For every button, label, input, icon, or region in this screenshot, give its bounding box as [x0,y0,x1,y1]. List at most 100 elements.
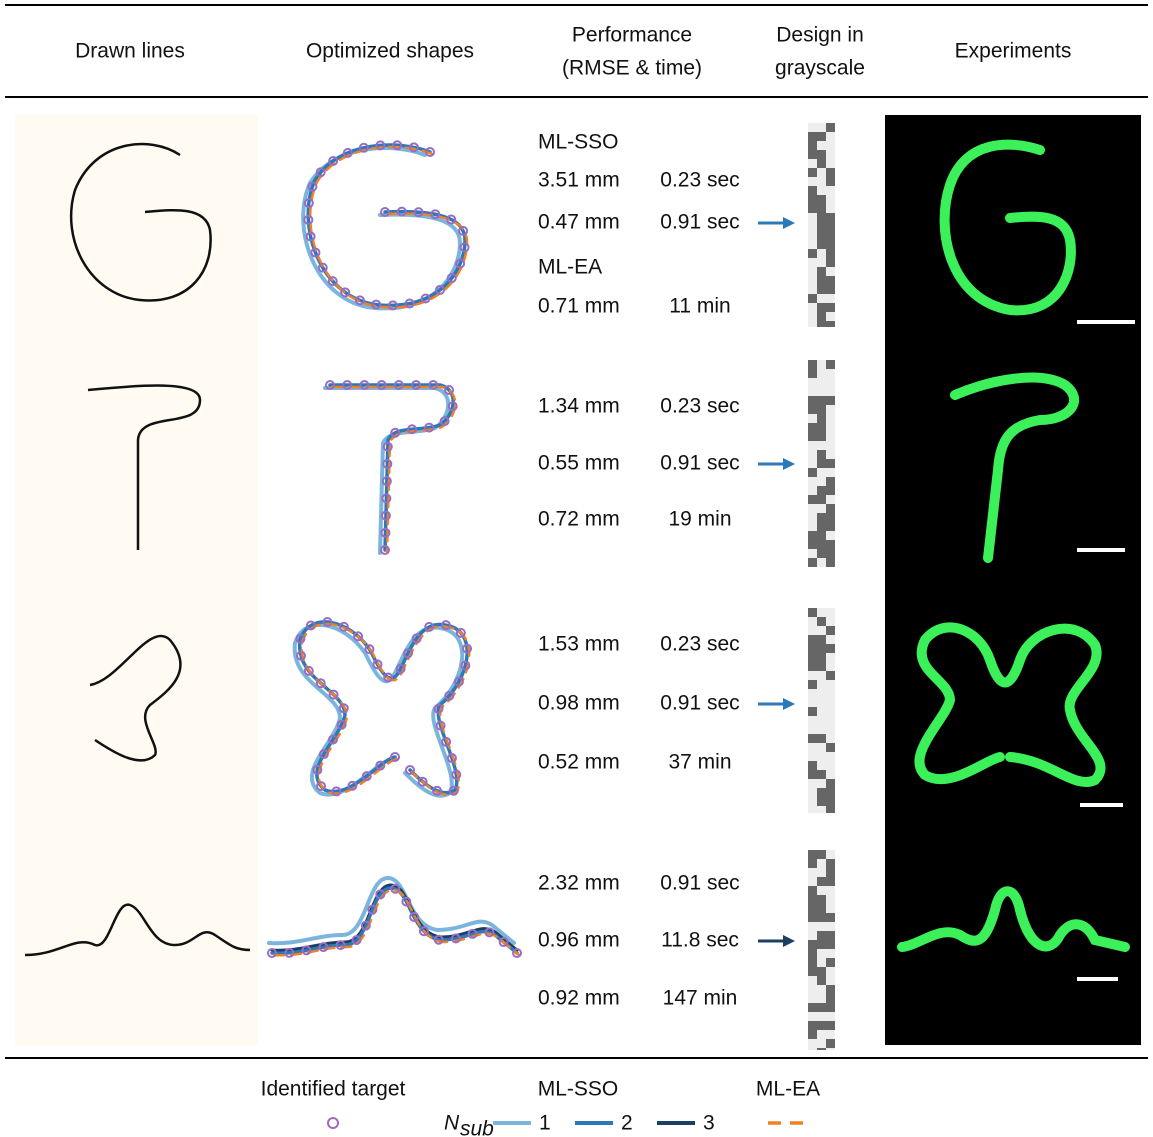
nsub: N [444,1112,460,1135]
strip-cell [808,468,817,477]
strip-cell [817,540,826,549]
strip-cell [817,1048,826,1050]
column-header: (RMSE & time) [562,57,702,80]
strip-cell [808,423,817,432]
strip-cell [808,369,817,378]
strip-cell [808,531,817,540]
strip-cell [826,540,835,549]
strip-cell [817,635,826,644]
shape-group [295,618,471,796]
arrow-head [783,698,795,710]
shape-group [303,141,468,309]
strip-cell [808,949,817,958]
strip-cell [808,859,817,868]
strip-cell [817,850,826,859]
shape-group [325,381,457,554]
strip-cell [817,450,826,459]
time: 147 min [663,987,738,1010]
strip-cell [826,1021,835,1030]
strip-cell [808,360,817,369]
time: 11.8 sec [661,929,739,952]
strip-cell [826,549,835,558]
strip-cell [808,195,817,204]
strip-cell [826,985,835,994]
strip-cell [826,877,835,886]
strip-cell [826,779,835,788]
strip-cell [817,204,826,213]
strip-cell [817,913,826,922]
column-header: Optimized shapes [306,40,474,63]
legend-label: ML-EA [756,1078,820,1101]
time: 0.91 sec [660,692,739,715]
strip-cell [826,240,835,249]
ea [332,387,455,552]
legend-level: 2 [621,1112,633,1135]
time: 0.91 sec [660,452,739,475]
strip-cell [817,522,826,531]
strip-cell [817,432,826,441]
column-header: Drawn lines [75,40,185,63]
strip-cell [808,249,817,258]
legend-label: ML-SSO [538,1078,619,1101]
strip-cell [826,806,835,813]
strip-cell [808,1021,817,1030]
strip-cell [808,635,817,644]
time: 0.91 sec [660,211,739,234]
ea [302,624,470,795]
rmse: 2.32 mm [538,872,620,895]
strip-cell [826,321,835,327]
rmse: 0.52 mm [538,751,620,774]
strip-cell [817,495,826,504]
strip-cell [808,644,817,653]
strip-cell [826,940,835,949]
strip-cell [808,850,817,859]
strip-cell [817,267,826,276]
strip-cell [817,423,826,432]
strip-cell [808,168,817,177]
strip-cell [817,931,826,940]
time: 19 min [668,508,731,531]
strip-cell [808,958,817,967]
strip-cell [817,549,826,558]
optimized-shapes [268,141,521,957]
rmse: 0.92 mm [538,987,620,1010]
strip-cell [826,477,835,486]
strip-cell [817,285,826,294]
strip-cell [808,558,817,567]
legend-target [328,1118,338,1128]
strip-cell [808,734,817,743]
strip-cell [826,1003,835,1012]
rmse: 0.55 mm [538,452,620,475]
strip-cell [817,1003,826,1012]
strip-cell [826,522,835,531]
strip-cell [808,761,817,770]
rmse: 3.51 mm [538,169,620,192]
strip-cell [826,303,835,312]
shape-group [268,878,521,957]
rmse: 0.98 mm [538,692,620,715]
strip-cell [808,913,817,922]
strip-cell [826,123,835,132]
strip-cell [817,459,826,468]
strip-cell [826,913,835,922]
strip-cell [808,904,817,913]
strip-cell [817,531,826,540]
strip-cell [808,141,817,150]
strip-cell [826,644,835,653]
method-label: ML-EA [538,256,602,279]
strip-cell [817,195,826,204]
strip-cell [817,405,826,414]
rmse: 0.72 mm [538,508,620,531]
method-label: ML-SSO [538,131,619,154]
strip-cell [826,958,835,967]
arrow-head [783,458,795,470]
strip-cell [808,886,817,895]
rmse: 1.53 mm [538,633,620,656]
strip-cell [817,231,826,240]
strip-cell [826,276,835,285]
strip-cell [826,231,835,240]
drawn-panel [15,115,258,1045]
rmse: 1.34 mm [538,395,620,418]
strip-cell [817,159,826,168]
sso-2 [330,385,453,550]
